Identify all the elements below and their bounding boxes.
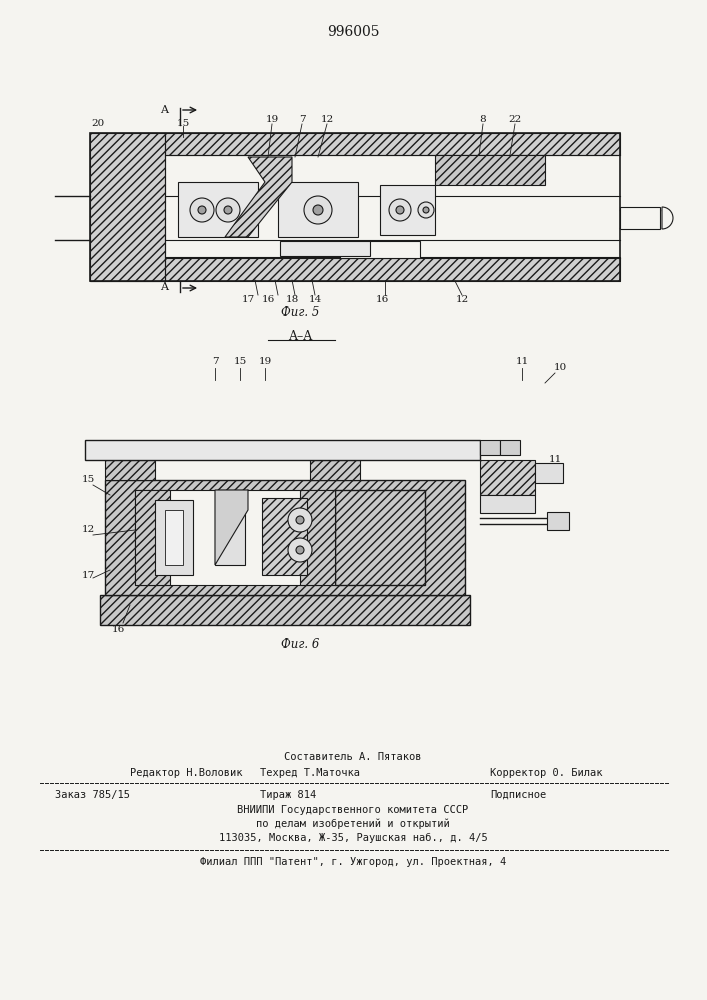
Bar [105, 480, 465, 595]
Bar [300, 490, 335, 585]
Polygon shape [225, 157, 292, 237]
Bar [100, 595, 470, 625]
Bar [178, 182, 258, 237]
Text: 113035, Москва, Ж-35, Раушская наб., д. 4/5: 113035, Москва, Ж-35, Раушская наб., д. … [218, 833, 487, 843]
Circle shape [396, 206, 404, 214]
Text: 16: 16 [262, 296, 274, 304]
Text: A–A: A–A [288, 330, 312, 342]
Text: 12: 12 [320, 115, 334, 124]
Bar [135, 490, 335, 585]
Bar [535, 463, 563, 483]
Text: 15: 15 [81, 476, 95, 485]
Bar [85, 440, 480, 460]
Text: 22: 22 [508, 115, 522, 124]
Circle shape [313, 205, 323, 215]
Text: 11: 11 [515, 358, 529, 366]
Text: 20: 20 [91, 118, 105, 127]
Bar [340, 241, 420, 258]
Circle shape [389, 199, 411, 221]
Circle shape [288, 508, 312, 532]
Bar [135, 490, 170, 585]
Text: Корректор 0. Билак: Корректор 0. Билак [490, 768, 602, 778]
Bar [90, 133, 165, 281]
Circle shape [296, 516, 304, 524]
Text: 12: 12 [81, 526, 95, 534]
Text: 19: 19 [265, 115, 279, 124]
Bar [380, 185, 435, 235]
Text: 11: 11 [549, 456, 561, 464]
Bar [90, 133, 620, 155]
Bar [278, 182, 358, 237]
Text: Редактор Н.Воловик: Редактор Н.Воловик [130, 768, 243, 778]
Circle shape [304, 196, 332, 224]
Bar [480, 460, 535, 495]
Polygon shape [215, 490, 245, 565]
Text: A: A [160, 282, 168, 292]
Text: Филиал ППП "Патент", г. Ужгород, ул. Проектная, 4: Филиал ППП "Патент", г. Ужгород, ул. Про… [200, 857, 506, 867]
Text: 996005: 996005 [327, 25, 379, 39]
Text: Фиг. 5: Фиг. 5 [281, 306, 319, 318]
Bar [480, 495, 535, 513]
Text: Фиг. 6: Фиг. 6 [281, 639, 319, 652]
Text: 10: 10 [554, 363, 566, 372]
Circle shape [296, 546, 304, 554]
Text: по делам изобретений и открытий: по делам изобретений и открытий [256, 819, 450, 829]
Text: 19: 19 [258, 358, 271, 366]
Text: 16: 16 [375, 296, 389, 304]
Text: 14: 14 [308, 296, 322, 304]
Text: 17: 17 [81, 570, 95, 580]
Circle shape [190, 198, 214, 222]
Text: 15: 15 [176, 118, 189, 127]
Bar [547, 512, 569, 530]
Text: Составитель А. Пятаков: Составитель А. Пятаков [284, 752, 422, 762]
Circle shape [224, 206, 232, 214]
Bar [480, 440, 500, 455]
Text: Заказ 785/15: Заказ 785/15 [55, 790, 130, 800]
Text: Тираж 814: Тираж 814 [260, 790, 316, 800]
Circle shape [423, 207, 429, 213]
Bar [620, 207, 660, 229]
Bar [500, 440, 520, 455]
Circle shape [288, 538, 312, 562]
Wedge shape [662, 207, 673, 229]
Bar [280, 241, 370, 256]
Text: 15: 15 [233, 358, 247, 366]
Bar [335, 490, 425, 585]
Circle shape [198, 206, 206, 214]
Bar [105, 460, 155, 480]
Bar [435, 155, 545, 185]
Bar [310, 460, 360, 480]
Bar [90, 133, 620, 281]
Text: 18: 18 [286, 296, 298, 304]
Text: 16: 16 [112, 626, 124, 635]
Text: 8: 8 [479, 115, 486, 124]
Bar [90, 257, 620, 281]
Circle shape [418, 202, 434, 218]
Circle shape [216, 198, 240, 222]
Text: 12: 12 [455, 296, 469, 304]
Text: 17: 17 [241, 296, 255, 304]
Bar [262, 498, 307, 575]
Text: Техред Т.Маточка: Техред Т.Маточка [260, 768, 360, 778]
Bar [155, 500, 193, 575]
Text: 7: 7 [298, 115, 305, 124]
Text: Подписное: Подписное [490, 790, 547, 800]
Text: ВНИИПИ Государственного комитета СССР: ВНИИПИ Государственного комитета СССР [238, 805, 469, 815]
Polygon shape [215, 490, 248, 565]
Bar [165, 510, 183, 565]
Text: A: A [160, 105, 168, 115]
Text: 7: 7 [211, 358, 218, 366]
